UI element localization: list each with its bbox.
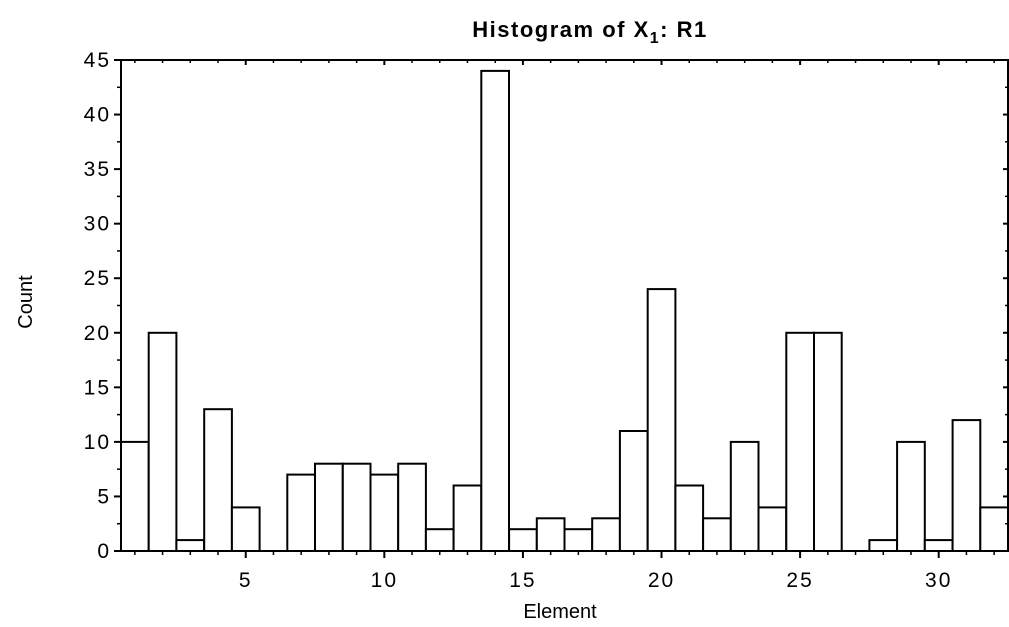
bar-element-31 [951, 419, 982, 552]
y-tick-label: 40 [84, 104, 111, 127]
plot-frame [120, 59, 1009, 552]
y-tick-label: 5 [97, 485, 111, 508]
bar-element-11 [397, 462, 427, 553]
x-axis-label: Element [523, 601, 597, 623]
bar-element-1 [120, 440, 150, 552]
y-axis-label: Count [15, 275, 37, 329]
x-tick-label: 30 [925, 569, 952, 592]
bar-element-19 [618, 430, 649, 552]
y-tick-label: 35 [84, 158, 111, 181]
bar-element-16 [535, 517, 566, 552]
y-tick-label: 20 [84, 322, 111, 345]
bar-element-5 [230, 506, 261, 552]
bar-element-29 [896, 440, 926, 552]
bar-element-21 [674, 484, 705, 552]
y-tick-label: 25 [84, 267, 111, 290]
y-tick-label: 10 [84, 431, 111, 454]
chart-title-suffix: : R1 [660, 17, 708, 42]
bar-element-13 [452, 484, 483, 552]
bar-element-25 [785, 331, 815, 552]
bar-element-32 [979, 506, 1009, 552]
bar-element-2 [147, 331, 178, 552]
bar-element-30 [923, 539, 954, 552]
bar-element-9 [341, 462, 372, 553]
bar-element-4 [203, 408, 233, 553]
y-tick-label: 30 [84, 213, 111, 236]
bar-element-12 [424, 528, 455, 553]
chart-title: Histogram of X1: R1 [472, 17, 707, 47]
bar-element-23 [729, 440, 760, 552]
bar-element-7 [286, 473, 316, 553]
x-tick-label: 25 [786, 569, 813, 592]
bar-element-22 [702, 517, 732, 552]
bar-element-3 [175, 539, 206, 552]
bar-element-18 [591, 517, 621, 552]
bar-element-15 [508, 528, 538, 553]
x-tick-label: 10 [371, 569, 398, 592]
x-tick-label: 5 [239, 569, 253, 592]
bar-element-24 [757, 506, 788, 552]
chart-title-subscript: 1 [650, 30, 660, 47]
x-tick-label: 20 [648, 569, 675, 592]
bar-element-10 [369, 473, 400, 553]
bars-group [120, 69, 1009, 553]
y-tick-label: 0 [97, 540, 111, 563]
bar-element-14 [480, 69, 510, 553]
chart-title-main: Histogram of X [472, 17, 649, 42]
y-tick-label: 15 [84, 376, 111, 399]
bar-element-8 [314, 462, 344, 553]
bar-element-20 [646, 288, 677, 552]
bar-element-26 [813, 331, 843, 552]
x-tick-label: 15 [509, 569, 536, 592]
bar-element-28 [868, 539, 899, 552]
bar-element-17 [563, 528, 594, 553]
y-tick-label: 45 [84, 49, 111, 72]
ticks-group: 0 5 10 15 20 25 30 35 40 45 5 10 15 20 25 30 [84, 49, 1008, 592]
